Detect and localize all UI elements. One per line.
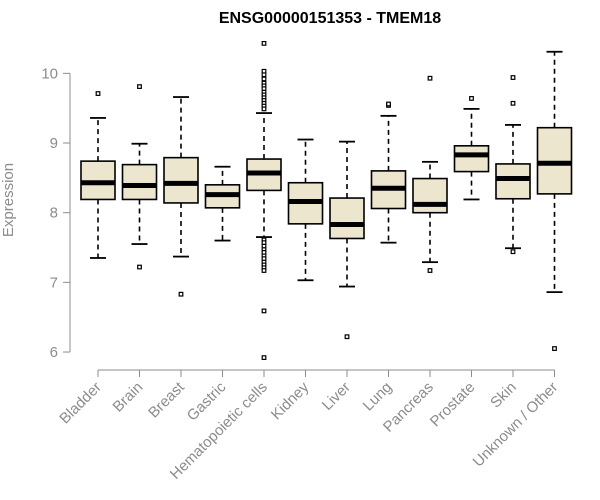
box-prostate — [453, 96, 490, 201]
x-tick-label: Lung — [360, 379, 396, 415]
y-axis-label: Expression — [0, 163, 17, 237]
box-series — [80, 40, 573, 361]
x-tick-label: Breast — [145, 378, 188, 421]
outlier-point — [510, 249, 516, 255]
x-tick-label: Prostate — [427, 379, 479, 431]
chart-title: ENSG00000151353 - TMEM18 — [219, 10, 441, 27]
outlier-point — [510, 100, 516, 106]
outlier-point — [178, 291, 184, 297]
box-kidney — [287, 138, 324, 282]
box-unknown-other — [536, 50, 573, 351]
outlier-point — [261, 308, 267, 314]
outlier-point — [469, 96, 474, 101]
iqr-box — [453, 145, 490, 173]
outlier-point — [261, 72, 267, 78]
outlier-point — [510, 75, 516, 80]
outlier-point — [95, 91, 101, 96]
box-pancreas — [412, 75, 448, 273]
box-hematopoietic-cells — [246, 40, 282, 361]
outlier-point — [552, 346, 557, 351]
outlier-point — [261, 355, 267, 361]
box-bladder — [80, 91, 116, 259]
box-liver — [329, 140, 365, 340]
y-tick-label: 10 — [41, 65, 58, 82]
outlier-point — [261, 76, 267, 82]
outlier-point — [137, 264, 142, 270]
x-tick-label: Kidney — [268, 378, 313, 423]
y-axis: 6 7 8 9 10 — [41, 65, 71, 361]
x-tick-label: Skin — [487, 379, 520, 412]
outlier-point — [427, 268, 433, 273]
iqr-box — [121, 163, 158, 201]
outlier-point — [427, 75, 433, 81]
box-gastric — [204, 165, 241, 242]
box-brain — [121, 84, 158, 270]
outlier-point — [261, 268, 267, 273]
y-tick-label: 6 — [50, 344, 58, 361]
box-breast — [163, 96, 199, 297]
iqr-box — [329, 197, 365, 240]
iqr-box — [495, 163, 531, 200]
x-tick-label: Brain — [110, 379, 147, 416]
y-tick-label: 9 — [50, 135, 58, 152]
outlier-point — [386, 101, 391, 107]
iqr-box — [163, 156, 199, 204]
outlier-point — [344, 334, 350, 340]
x-tick-label: Bladder — [56, 379, 105, 428]
iqr-box — [412, 177, 448, 214]
y-tick-label: 7 — [50, 274, 58, 291]
outlier-point — [137, 84, 142, 89]
y-tick-label: 8 — [50, 205, 58, 222]
x-tick-label: Liver — [319, 379, 354, 414]
outlier-point — [261, 106, 267, 112]
box-skin — [495, 75, 531, 255]
outlier-point — [261, 40, 267, 46]
box-lung — [370, 101, 407, 244]
